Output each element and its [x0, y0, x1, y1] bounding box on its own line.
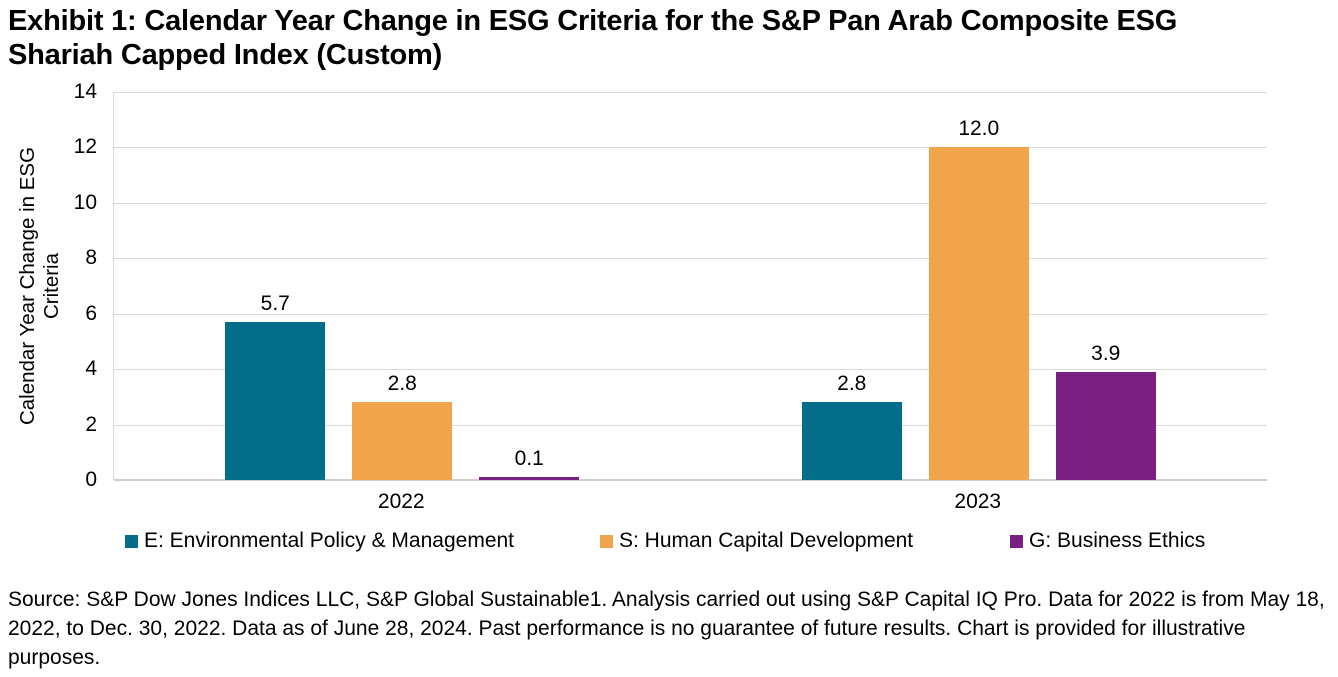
source-note: Source: S&P Dow Jones Indices LLC, S&P G… — [8, 588, 1325, 669]
gridline-10 — [114, 202, 1267, 204]
y-tick-label-12: 12 — [73, 135, 97, 159]
legend-item-3: G: Business Ethics — [1010, 528, 1205, 554]
legend-item-label: G: Business Ethics — [1029, 529, 1206, 552]
legend-item-1: E: Environmental Policy & Management — [125, 528, 514, 554]
bar-series-1-cat-2 — [801, 402, 902, 480]
gridline-4 — [114, 369, 1267, 371]
gridline-6 — [114, 313, 1267, 315]
y-tick-label-4: 4 — [85, 357, 97, 381]
y-tick-label-8: 8 — [85, 246, 97, 270]
bar-value-label: 2.8 — [387, 372, 417, 396]
bar-series-1-cat-1 — [225, 322, 326, 480]
bar-value-label: 2.8 — [837, 372, 867, 396]
gridline-0 — [114, 479, 1267, 481]
bar-series-3-cat-2 — [1055, 371, 1156, 480]
y-tick-label-0: 0 — [85, 468, 97, 491]
y-tick-label-6: 6 — [85, 301, 97, 325]
y-tick-label-2: 2 — [85, 412, 97, 436]
x-category-label: 2022 — [377, 490, 425, 513]
bar-series-2-cat-1 — [352, 402, 453, 480]
plot-area: 5.7 2.8 0.1 2.8 12.0 3.9 — [113, 92, 1267, 481]
bar-value-label: 12.0 — [958, 117, 1000, 141]
bar-value-label: 5.7 — [260, 292, 290, 316]
chart-title: Exhibit 1: Calendar Year Change in ESG C… — [8, 5, 1178, 71]
legend-item-label: S: Human Capital Development — [619, 529, 914, 552]
y-axis-ticks: 0 2 4 6 8 10 12 14 — [0, 81, 105, 491]
bar-series-2-cat-2 — [928, 147, 1029, 480]
y-tick-label-14: 14 — [73, 80, 97, 103]
legend-swatch-icon — [125, 534, 138, 548]
gridline-8 — [114, 258, 1267, 260]
bar-value-label: 3.9 — [1091, 341, 1121, 365]
legend-item-label: E: Environmental Policy & Management — [144, 529, 515, 552]
legend-swatch-icon — [1010, 534, 1023, 548]
gridline-12 — [114, 147, 1267, 149]
chart-legend: E: Environmental Policy & Management S: H… — [0, 528, 1338, 556]
gridline-2 — [114, 424, 1267, 426]
y-tick-label-10: 10 — [73, 190, 97, 214]
x-category-label: 2023 — [954, 490, 1002, 513]
gridline-14 — [114, 92, 1267, 93]
bar-series-3-cat-1 — [479, 477, 580, 480]
legend-swatch-icon — [600, 534, 613, 548]
legend-item-2: S: Human Capital Development — [600, 528, 913, 554]
bar-value-label: 0.1 — [514, 447, 544, 471]
